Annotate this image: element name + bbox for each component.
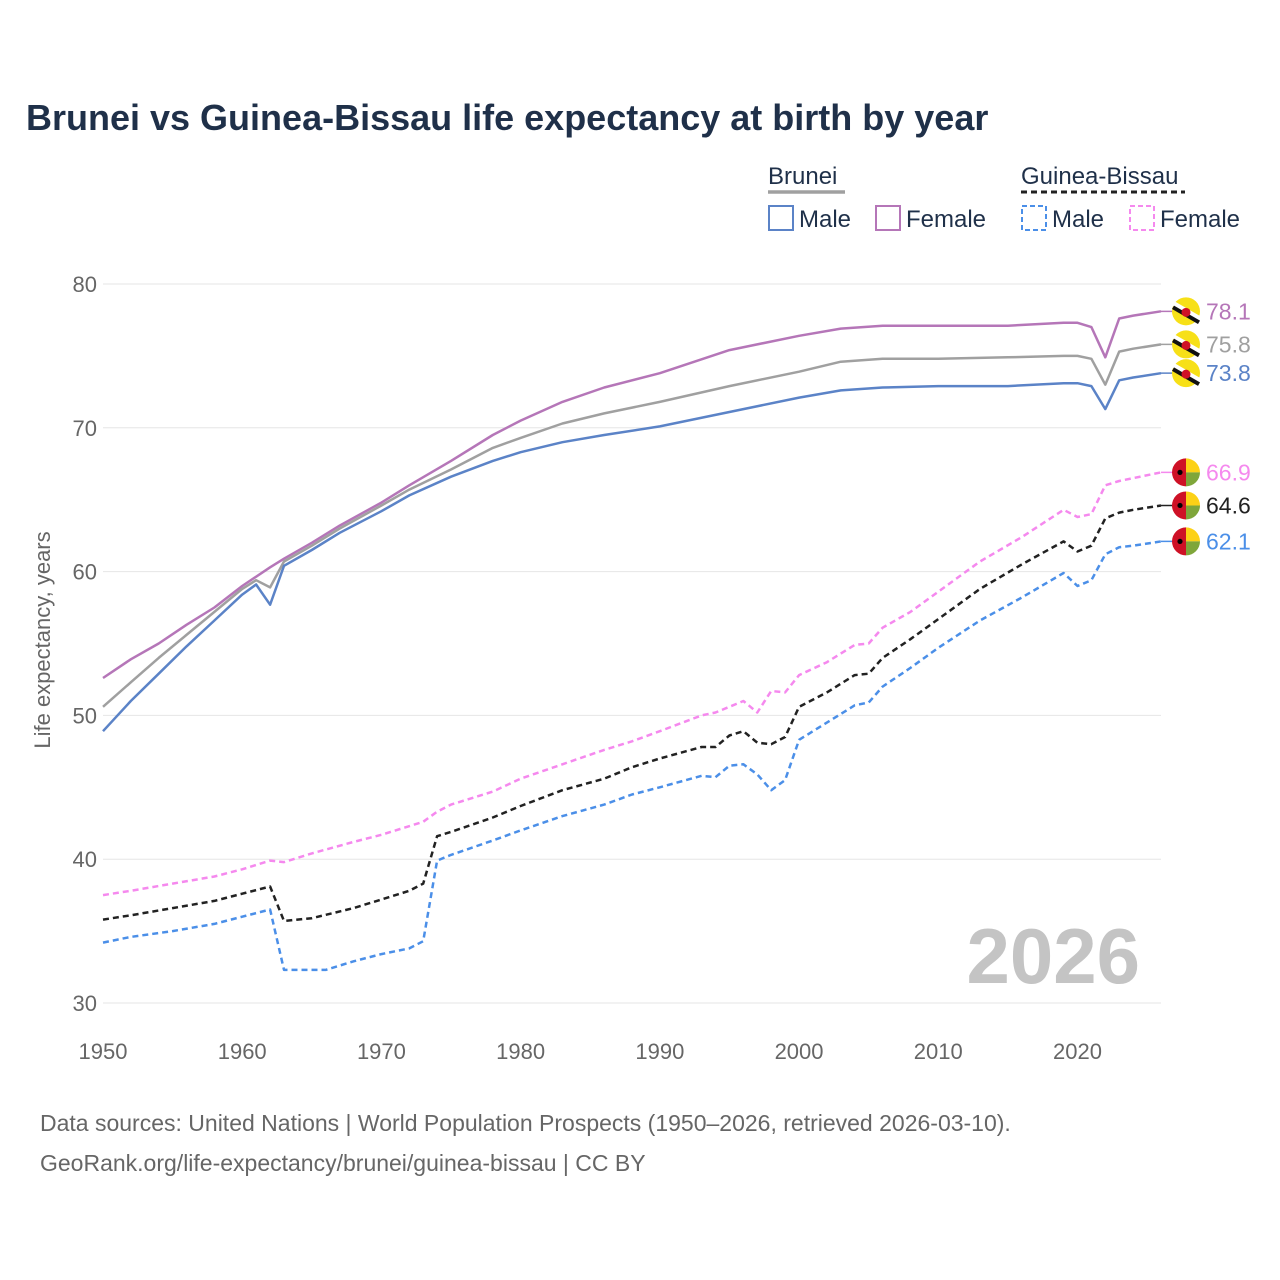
series-lines <box>102 310 1162 972</box>
year-watermark: 2026 <box>966 912 1140 1000</box>
end-value-label: 75.8 <box>1206 331 1251 357</box>
end-value-label: 78.1 <box>1206 298 1251 324</box>
legend: Brunei Male Female Guinea-Bissau Male Fe… <box>768 163 1240 233</box>
end-value-label: 64.6 <box>1206 492 1251 518</box>
gridlines <box>103 283 1161 1004</box>
source-line-1: Data sources: United Nations | World Pop… <box>40 1110 1011 1136</box>
end-value-label: 66.9 <box>1206 459 1251 485</box>
y-axis-label: Life expectancy, years <box>30 531 55 748</box>
y-axis-ticks: 30 40 50 60 70 80 <box>73 272 97 1016</box>
legend-gb-female-swatch <box>1129 205 1155 231</box>
x-axis-ticks: 1950 1960 1970 1980 1990 2000 2010 2020 <box>79 1039 1102 1064</box>
brunei-flag-icon <box>1171 359 1201 388</box>
legend-brunei-male-label: Male <box>799 206 851 233</box>
end-value-label: 73.8 <box>1206 360 1251 386</box>
y-tick-label: 50 <box>73 703 97 728</box>
series-line-brunei-female <box>102 310 1162 680</box>
series-line-guinea-bissau-male <box>102 540 1162 972</box>
legend-brunei-female-label: Female <box>906 206 986 233</box>
series-line-guinea-bissau-female <box>102 471 1162 897</box>
y-tick-label: 80 <box>73 272 97 297</box>
end-markers: 78.1 75.8 73.8 66.9 64.6 62.1 <box>1161 297 1251 556</box>
legend-gb-male-label: Male <box>1052 206 1104 233</box>
end-value-label: 62.1 <box>1206 528 1251 554</box>
y-tick-label: 30 <box>73 991 97 1016</box>
series-line-brunei-total <box>102 343 1162 708</box>
brunei-flag-icon <box>1171 297 1201 326</box>
brunei-flag-icon <box>1171 330 1201 359</box>
guinea-bissau-flag-icon <box>1172 458 1200 487</box>
x-tick-label: 1980 <box>496 1039 545 1064</box>
x-tick-label: 1970 <box>357 1039 406 1064</box>
y-tick-label: 40 <box>73 847 97 872</box>
guinea-bissau-flag-icon <box>1172 491 1200 520</box>
legend-group-brunei: Brunei <box>768 163 837 190</box>
x-tick-label: 2010 <box>914 1039 963 1064</box>
series-line-brunei-male <box>102 371 1162 733</box>
y-tick-label: 70 <box>73 416 97 441</box>
guinea-bissau-flag-icon <box>1172 527 1200 556</box>
legend-gb-male-swatch <box>1021 205 1047 231</box>
series-line-guinea-bissau-total <box>102 504 1162 923</box>
legend-gb-female-label: Female <box>1160 206 1240 233</box>
source-line-2: GeoRank.org/life-expectancy/brunei/guine… <box>40 1150 646 1176</box>
x-tick-label: 1960 <box>218 1039 267 1064</box>
x-tick-label: 2000 <box>775 1039 824 1064</box>
legend-brunei-female-swatch <box>875 205 901 231</box>
y-tick-label: 60 <box>73 560 97 585</box>
x-tick-label: 1990 <box>635 1039 684 1064</box>
legend-brunei-male-swatch <box>768 205 794 231</box>
x-tick-label: 2020 <box>1053 1039 1102 1064</box>
x-tick-label: 1950 <box>79 1039 128 1064</box>
chart-title: Brunei vs Guinea-Bissau life expectancy … <box>26 97 988 138</box>
legend-group-guinea-bissau: Guinea-Bissau <box>1021 163 1178 190</box>
